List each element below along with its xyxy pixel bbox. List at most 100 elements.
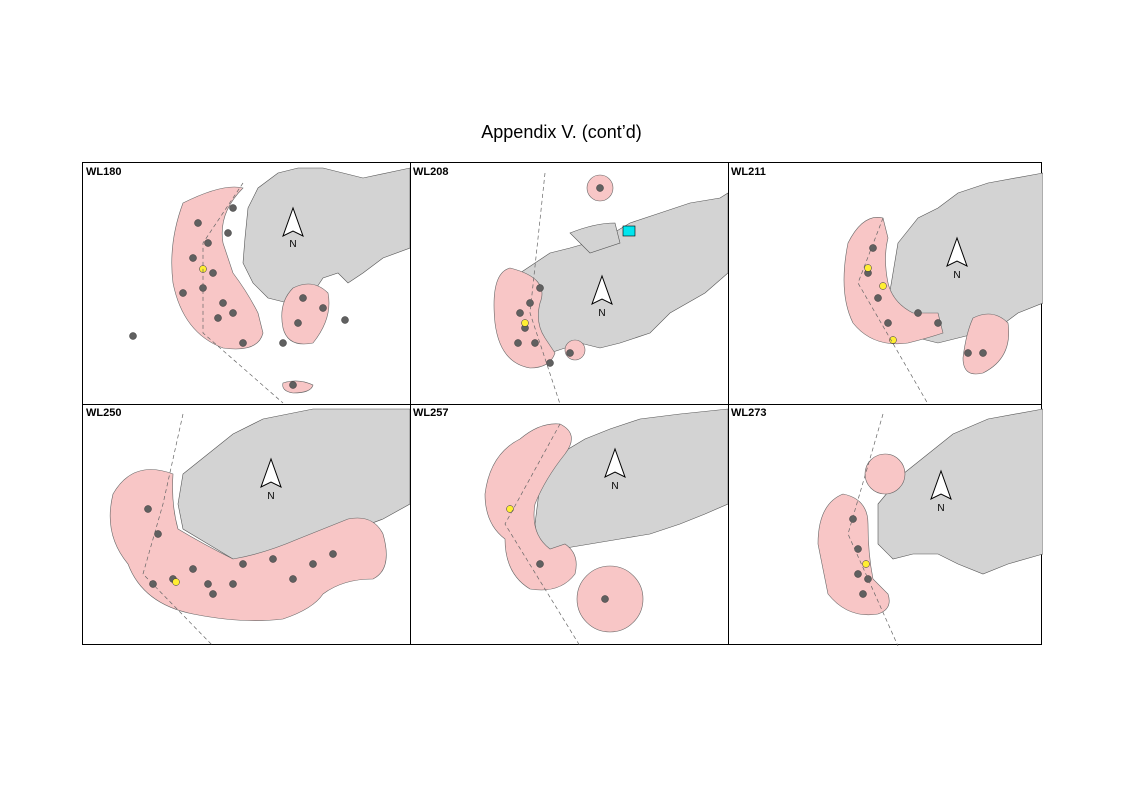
coastline-mainland: [514, 192, 728, 364]
location-point: [884, 319, 892, 327]
location-points: [514, 184, 604, 367]
map-panel-wl273: N WL273: [728, 404, 1043, 646]
location-point: [229, 580, 237, 588]
panel-label: WL211: [731, 166, 766, 178]
north-arrow: [260, 457, 282, 489]
district-boundary: [142, 413, 214, 646]
location-point: [229, 309, 237, 317]
highlight-point: [862, 560, 870, 568]
location-points: [536, 560, 609, 603]
panel-divider: [410, 163, 411, 644]
location-point: [526, 299, 534, 307]
district-boundary: [504, 423, 581, 646]
panel-label: WL257: [413, 407, 449, 419]
location-point: [329, 550, 337, 558]
location-point: [154, 530, 162, 538]
map-panel-wl211: N WL211: [728, 163, 1043, 404]
highlight-point: [172, 578, 180, 586]
location-point: [204, 239, 212, 247]
panel-divider: [728, 163, 729, 644]
location-point: [546, 359, 554, 367]
home-range: [493, 267, 556, 369]
north-arrow-label: N: [611, 481, 618, 492]
page-title: Appendix V. (cont’d): [481, 122, 642, 142]
location-point: [859, 590, 867, 598]
highlight-point: [879, 282, 887, 290]
location-point: [214, 314, 222, 322]
location-point: [596, 184, 604, 192]
north-arrow-label: N: [953, 270, 960, 281]
map-panel-wl208: N WL208: [410, 163, 728, 404]
location-point: [854, 545, 862, 553]
map-wl208: N: [493, 172, 728, 404]
north-arrow: [604, 447, 626, 479]
location-point: [874, 294, 882, 302]
home-range-islands: [281, 283, 330, 394]
highlight-point: [889, 336, 897, 344]
north-arrow: [930, 469, 952, 501]
location-point: [536, 284, 544, 292]
district-boundary: [857, 217, 929, 404]
north-arrow-label: N: [937, 503, 944, 514]
location-point: [601, 595, 609, 603]
location-point: [279, 339, 287, 347]
north-arrow: [946, 236, 968, 268]
north-arrow-label: N: [289, 239, 296, 250]
highlight-point: [521, 319, 529, 327]
map-panel-grid: N WL180 N WL208: [82, 162, 1043, 646]
location-point: [194, 219, 202, 227]
location-point: [289, 575, 297, 583]
north-arrow: [591, 274, 613, 306]
location-points: [129, 204, 349, 389]
location-point: [289, 381, 297, 389]
location-points: [849, 515, 872, 598]
location-point: [531, 339, 539, 347]
north-arrow: [282, 206, 304, 238]
north-arrow-label: N: [598, 308, 605, 319]
location-point: [299, 294, 307, 302]
location-point: [869, 244, 877, 252]
panel-label: WL208: [413, 166, 449, 178]
location-point: [209, 590, 217, 598]
panel-label: WL273: [731, 407, 767, 419]
location-point: [514, 339, 522, 347]
location-point: [934, 319, 942, 327]
coastline-mainland: [877, 408, 1043, 575]
home-range-island: [864, 453, 906, 495]
location-point: [239, 339, 247, 347]
panel-label: WL250: [86, 407, 122, 419]
home-range: [843, 216, 944, 345]
map-wl250: N: [109, 408, 410, 646]
home-range: [484, 423, 577, 591]
north-arrow-label: N: [267, 491, 274, 502]
location-point: [294, 319, 302, 327]
location-point: [849, 515, 857, 523]
map-panel-wl180: N WL180: [83, 163, 410, 404]
district-boundary: [529, 172, 561, 404]
highlight-point: [864, 264, 872, 272]
district-boundary: [847, 413, 899, 646]
coastline-mainland: [242, 167, 410, 309]
map-panel-wl250: N WL250: [83, 404, 410, 646]
location-point: [319, 304, 327, 312]
location-point: [536, 560, 544, 568]
location-point: [309, 560, 317, 568]
location-point: [979, 349, 987, 357]
location-point: [516, 309, 524, 317]
map-panel-wl257: N WL257: [410, 404, 728, 646]
location-point: [204, 580, 212, 588]
location-point: [179, 289, 187, 297]
location-point: [239, 560, 247, 568]
district-boundary: [202, 182, 284, 404]
home-range-island: [962, 313, 1009, 375]
location-point: [864, 575, 872, 583]
map-wl257: N: [484, 408, 728, 646]
location-point: [224, 229, 232, 237]
map-wl211: N: [843, 172, 1043, 404]
panel-divider: [83, 404, 1041, 405]
location-point: [341, 316, 349, 324]
home-range: [171, 186, 264, 350]
location-point: [189, 565, 197, 573]
location-point: [209, 269, 217, 277]
home-range: [817, 493, 890, 616]
